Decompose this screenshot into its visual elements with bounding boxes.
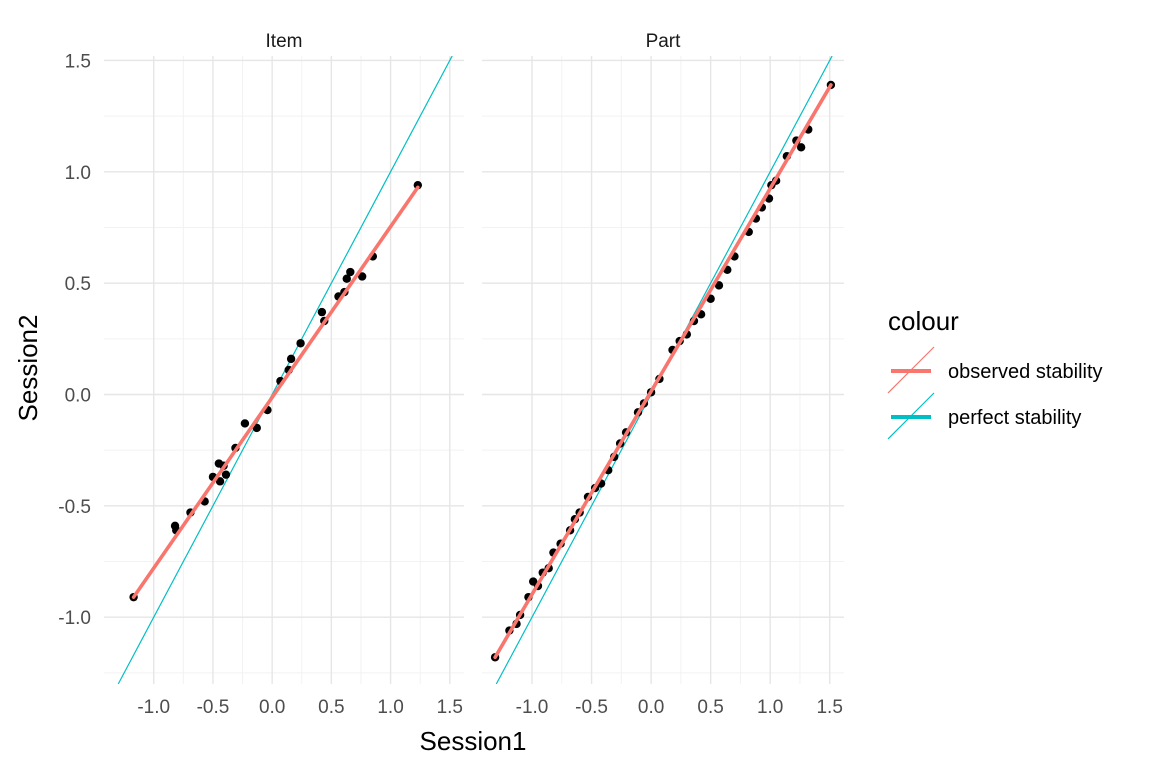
legend-entry: observed stability [887,346,1103,394]
panel-part: Part -1.0 -0.5 0.0 0.5 1.0 1.5 [482,31,844,718]
x-tick-label: 1.5 [816,697,842,718]
x-tick-label: 0.5 [697,697,723,718]
panel-item: Item -1.0 -0.5 0.0 0.5 1.0 1.5 [104,31,464,718]
y-tick-label: 1.5 [65,51,91,72]
x-tick-labels-item: -1.0 -0.5 0.0 0.5 1.0 1.5 [137,697,463,718]
panels-layer: Item -1.0 -0.5 0.0 0.5 1.0 1.5 Part -1.0 -0.5 0.0 0… [58,31,844,718]
data-point [796,143,806,152]
observed-stability-line [131,185,420,599]
x-tick-label: 1.5 [437,697,463,718]
gridlines-item [104,56,464,684]
x-tick-label: 1.0 [377,697,403,718]
x-tick-label: 1.0 [757,697,783,718]
observed-stability-line [493,83,833,660]
x-tick-label: 0.0 [638,697,664,718]
data-point [252,423,261,433]
data-point [317,307,327,317]
legend-entry-label: observed stability [948,361,1103,383]
y-tick-label: 0.5 [65,274,91,295]
panel-title-part: Part [646,31,682,52]
data-point [296,339,305,348]
data-point [714,281,724,290]
data-layer-item [117,56,453,684]
x-tick-label: -0.5 [197,697,230,718]
data-point [357,272,367,281]
data-point [215,477,225,486]
legend-title: colour [888,306,959,336]
legend-entry: perfect stability [887,392,1081,440]
panel-title-item: Item [266,31,303,52]
legend: colour observed stability perfect stabili… [887,306,1103,440]
y-tick-label: -1.0 [58,608,91,629]
y-tick-label: -0.5 [58,497,91,518]
x-tick-labels-part: -1.0 -0.5 0.0 0.5 1.0 1.5 [516,697,843,718]
data-point [240,419,250,428]
data-point [342,274,351,283]
legend-entry-label: perfect stability [948,407,1081,429]
x-tick-label: 0.0 [259,697,285,718]
y-tick-label: 0.0 [65,385,91,406]
gridlines-part [482,56,844,684]
data-point [286,354,296,364]
y-tick-labels: -1.0 -0.5 0.0 0.5 1.0 1.5 [58,51,91,629]
data-point [346,267,355,277]
x-tick-label: -1.0 [137,697,170,718]
y-axis-title: Session2 [13,315,43,422]
data-point [221,470,231,479]
x-tick-label: 0.5 [318,697,344,718]
y-tick-label: 1.0 [65,163,91,184]
data-layer-part [490,56,836,684]
legend-entries: observed stability perfect stability [887,346,1103,440]
x-tick-label: -0.5 [575,697,608,718]
x-axis-title: Session1 [420,726,527,756]
x-tick-label: -1.0 [516,697,549,718]
